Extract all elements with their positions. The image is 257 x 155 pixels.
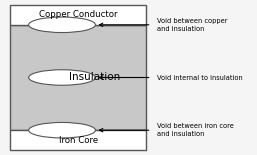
Bar (10, 5, 146, 25)
Bar (10, 25, 146, 130)
Text: Copper Conductor: Copper Conductor (39, 10, 118, 19)
Text: Insulation: Insulation (69, 73, 120, 82)
Text: Void between copper
and insulation: Void between copper and insulation (157, 18, 227, 32)
Ellipse shape (29, 70, 95, 85)
Text: Iron Core: Iron Core (59, 136, 98, 145)
Ellipse shape (29, 17, 95, 33)
Ellipse shape (29, 122, 95, 138)
Text: Void between iron core
and insulation: Void between iron core and insulation (157, 123, 234, 137)
Text: Void internal to insulation: Void internal to insulation (157, 75, 243, 80)
Bar (10, 130, 146, 150)
